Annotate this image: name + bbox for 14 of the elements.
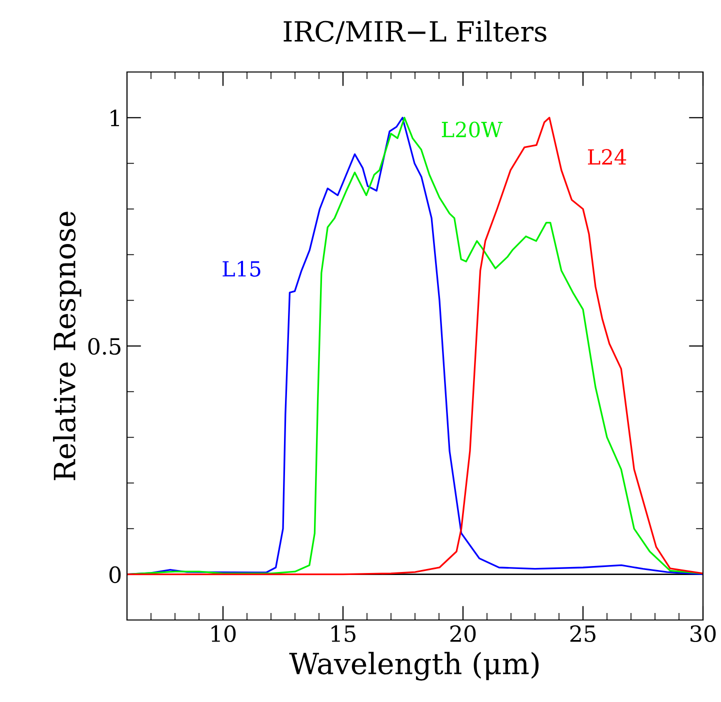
x-axis-title: Wavelength (μm): [289, 652, 539, 681]
x-tick-label: 10: [212, 625, 236, 642]
x-tick-label: 15: [332, 625, 356, 642]
x-tick-label: 25: [570, 625, 596, 642]
series-label: L20W: [442, 122, 502, 138]
series-label: L24: [588, 149, 626, 165]
y-axis-title: Relative Respnose: [53, 212, 82, 480]
y-tick-label: 0: [109, 566, 121, 584]
x-tick-label: 30: [690, 625, 716, 642]
series-label: L15: [222, 260, 260, 277]
chart-title: IRC/MIR−L Filters: [284, 20, 546, 44]
y-tick-label: 1: [110, 110, 119, 126]
x-tick-label: 20: [450, 625, 476, 642]
y-tick-label: 0.5: [88, 338, 120, 355]
